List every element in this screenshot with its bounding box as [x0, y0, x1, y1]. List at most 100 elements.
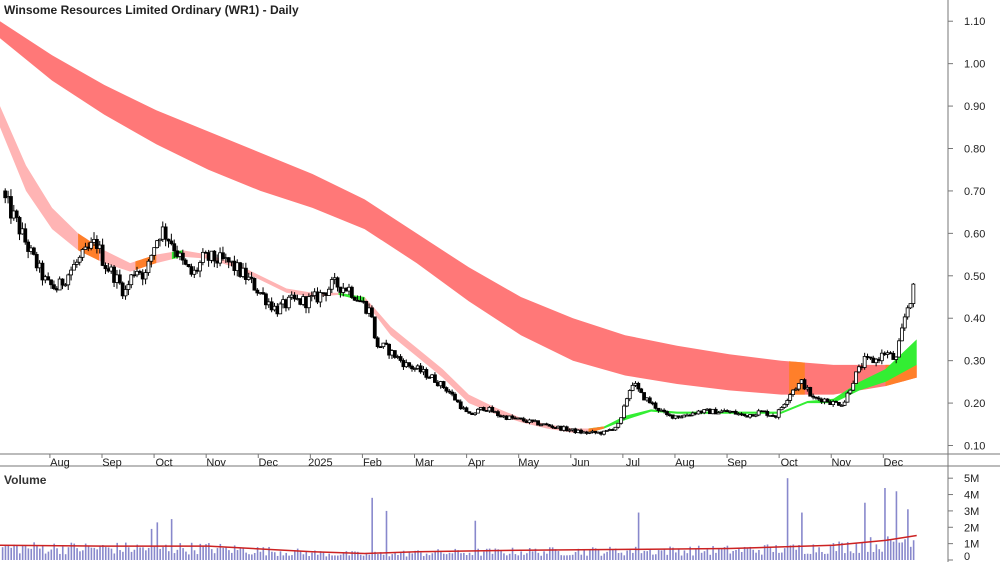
candle-body [329, 279, 334, 290]
candle-body [327, 288, 331, 296]
candle-body [455, 399, 460, 403]
candle-body [31, 247, 36, 255]
candle-body [252, 278, 257, 291]
candle-body [616, 422, 621, 428]
x-tick-label: Mar [415, 457, 434, 469]
candle-body [458, 401, 463, 410]
x-tick-label: Jul [626, 457, 640, 469]
candle-body [63, 284, 68, 287]
candle-body [309, 295, 314, 298]
candle-body [536, 420, 540, 426]
candle-body [9, 196, 13, 219]
candle-body [825, 398, 830, 403]
candle-body [318, 292, 323, 303]
candle-body [183, 259, 188, 265]
candle-body [163, 226, 168, 240]
candle-body [441, 381, 446, 389]
candle-body [158, 238, 162, 242]
candle-body [742, 413, 747, 416]
x-tick-label: Oct [781, 457, 798, 469]
candle-body [26, 241, 31, 252]
candle-body [186, 263, 191, 268]
candle-body [433, 374, 437, 383]
candle-body [450, 391, 455, 395]
candle-body [547, 424, 552, 427]
candle-body [180, 252, 185, 261]
candle-body [733, 410, 738, 415]
candle-body [811, 395, 815, 398]
candle-body [834, 401, 838, 403]
x-tick-label: Nov [206, 457, 226, 469]
candle-body [510, 415, 515, 419]
candle-body [619, 417, 624, 424]
x-tick-label: Oct [156, 457, 173, 469]
volume-tick-label: 2M [964, 522, 979, 534]
candle-body [264, 293, 268, 306]
candle-body [567, 429, 572, 432]
candle-body [306, 296, 311, 309]
candle-body [473, 412, 477, 416]
candle-body [269, 301, 274, 311]
candle-body [34, 254, 39, 269]
candle-body [200, 251, 205, 263]
candle-body [765, 410, 770, 416]
candle-body [172, 243, 177, 252]
candle-body [40, 262, 45, 281]
price-tick-label: 0.20 [964, 398, 985, 410]
candle-body [94, 239, 99, 249]
candle-body [679, 416, 684, 419]
candle-body [123, 289, 128, 297]
candle-body [243, 267, 248, 280]
candle-body [857, 366, 861, 373]
candle-body [349, 286, 354, 298]
x-tick-label: Nov [831, 457, 851, 469]
candle-body [836, 402, 841, 406]
price-tick-label: 1.10 [964, 16, 985, 28]
candle-body [149, 254, 154, 262]
candle-body [17, 217, 22, 235]
candle-body [676, 415, 681, 418]
candle-body [539, 424, 543, 427]
volume-tick-label: 4M [964, 490, 979, 502]
candle-body [352, 297, 357, 301]
candle-body [776, 409, 781, 418]
candle-body [622, 405, 626, 419]
candle-body [278, 303, 283, 315]
price-tick-label: 0.60 [964, 228, 985, 240]
candle-body [212, 250, 217, 262]
candle-body [868, 356, 873, 359]
candle-body [387, 343, 391, 356]
candle-body [656, 407, 661, 411]
candle-body [364, 301, 369, 314]
price-tick-label: 0.90 [964, 101, 985, 113]
candle-body [14, 210, 19, 218]
x-tick-label: Dec [258, 457, 278, 469]
x-tick-label: Sep [102, 457, 122, 469]
candle-body [647, 397, 652, 404]
candle-body [630, 384, 635, 391]
ribbon-band-0 [0, 21, 917, 395]
candle-body [897, 340, 901, 358]
x-tick-label: Sep [727, 457, 747, 469]
candle-body [831, 401, 836, 405]
x-tick-label: Apr [468, 457, 485, 469]
candle-body [854, 371, 858, 384]
candle-body [169, 240, 174, 245]
candle-body [66, 274, 71, 286]
x-tick-label: Feb [363, 457, 382, 469]
chart-title: Winsome Resources Limited Ordinary (WR1)… [4, 3, 299, 17]
candle-body [286, 296, 291, 309]
volume-moving-average-line [0, 534, 917, 555]
candle-body [845, 392, 850, 403]
candle-body [126, 284, 131, 290]
candle-body [791, 389, 795, 395]
candle-body [627, 390, 632, 400]
ribbon-band-1 [0, 106, 589, 433]
ribbon-trend-segment-0-0 [789, 361, 805, 395]
candle-body [46, 276, 51, 281]
candle-body [378, 346, 383, 349]
candle-body [587, 431, 592, 434]
candle-body [496, 411, 500, 417]
candle-body [467, 411, 472, 414]
x-tick-label: Dec [884, 457, 904, 469]
